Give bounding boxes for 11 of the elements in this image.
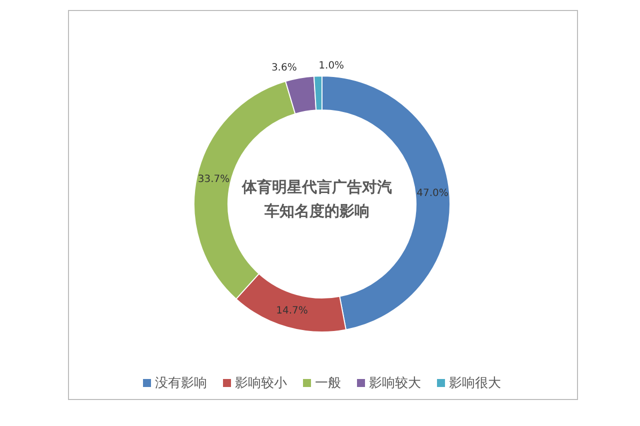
data-label: 3.6% xyxy=(271,62,297,74)
legend-label: 影响较大 xyxy=(369,375,421,392)
legend-label: 影响很大 xyxy=(449,375,501,392)
data-label: 14.7% xyxy=(276,305,308,316)
data-label: 33.7% xyxy=(198,174,230,185)
text: 体育明星代言广告对汽车知名度的影响 xyxy=(240,177,393,222)
legend-label: 没有影响 xyxy=(155,375,207,392)
legend-label: 一般 xyxy=(315,375,341,392)
data-label: 47.0% xyxy=(416,188,448,200)
legend-label: 影响较小 xyxy=(235,375,287,392)
data-label: 1.0% xyxy=(318,60,344,72)
